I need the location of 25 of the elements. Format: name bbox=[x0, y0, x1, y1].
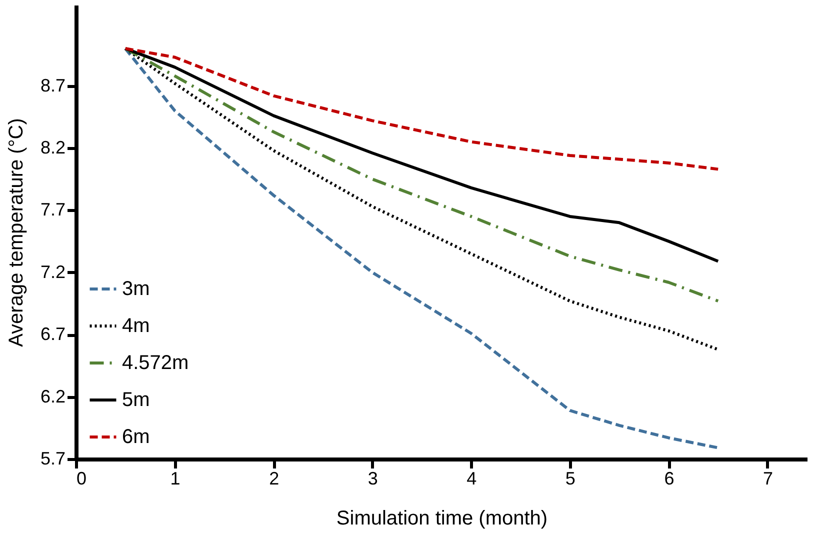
line-series bbox=[124, 47, 720, 450]
x-tick-label: 1 bbox=[170, 468, 180, 488]
x-tick-label: 7 bbox=[762, 468, 773, 488]
x-axis-title: Simulation time (month) bbox=[336, 508, 548, 530]
line-series bbox=[124, 47, 720, 171]
line-series bbox=[124, 47, 720, 303]
x-tick-label: 0 bbox=[76, 468, 87, 488]
legend-label: 4.572m bbox=[122, 352, 189, 374]
y-tick-label: 7.2 bbox=[40, 262, 66, 282]
legend-label: 6m bbox=[122, 426, 150, 448]
y-tick-label: 6.7 bbox=[40, 324, 66, 344]
y-axis-title: Average temperature (°C) bbox=[5, 118, 28, 347]
legend-label: 5m bbox=[122, 389, 150, 411]
x-tick-label: 6 bbox=[664, 468, 674, 488]
y-tick-label: 7.7 bbox=[40, 200, 66, 220]
y-tick-label: 5.7 bbox=[40, 448, 66, 468]
y-tick-label: 6.2 bbox=[40, 386, 66, 406]
x-tick-label: 5 bbox=[565, 468, 576, 488]
legend-label: 3m bbox=[122, 278, 150, 300]
x-tick-label: 4 bbox=[466, 468, 477, 488]
y-tick-label: 8.2 bbox=[40, 138, 66, 158]
x-tick-label: 3 bbox=[368, 468, 378, 488]
legend-label: 4m bbox=[122, 315, 150, 337]
y-tick-label: 8.7 bbox=[40, 75, 66, 96]
x-tick-label: 2 bbox=[269, 468, 280, 488]
